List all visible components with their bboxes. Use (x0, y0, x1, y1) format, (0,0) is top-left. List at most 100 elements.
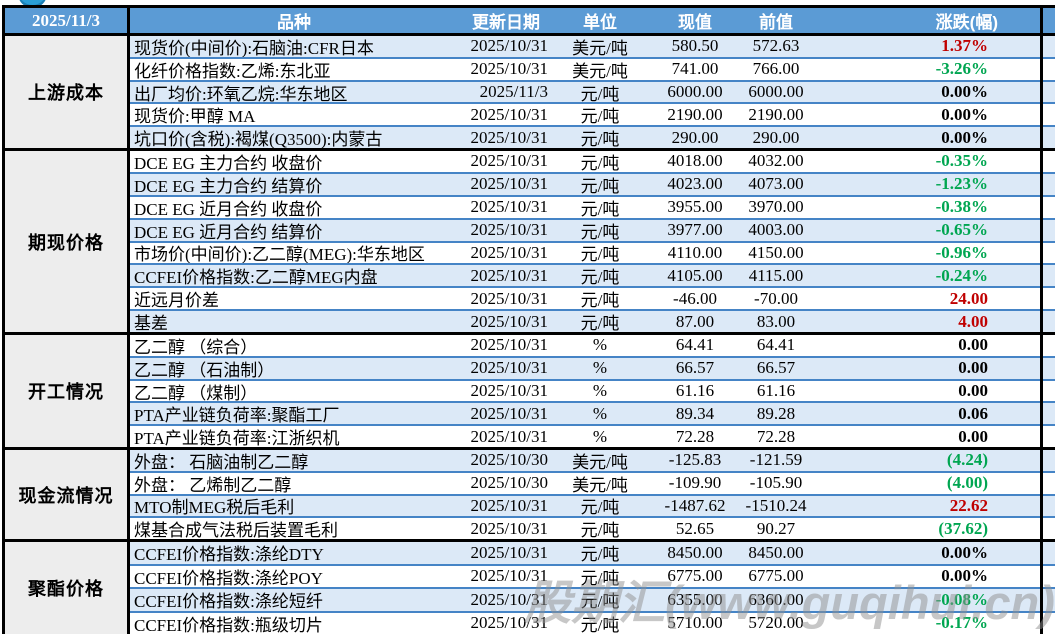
cell-variety: 出厂均价:环氧乙烷:华东地区 (134, 84, 348, 103)
cell-update-date: 2025/10/31 (470, 358, 548, 378)
cell-current-value: 741.00 (671, 59, 719, 79)
cell-change: 0.00% (941, 566, 988, 586)
cell-update-date: 2025/10/31 (470, 403, 548, 423)
cell-previous-value: 4073.00 (748, 174, 804, 194)
table-row: 乙二醇 （煤制） 2025/10/31% 61.16 61.16 0.00 (130, 378, 1055, 402)
cell-change: 0.00 (958, 426, 988, 446)
cell-update-date: 2025/11/3 (479, 81, 548, 101)
cell-change: (4.24) (946, 450, 988, 470)
cell-current-value: 290.00 (671, 127, 719, 147)
cell-update-date: 2025/10/31 (470, 127, 548, 147)
cell-variety: PTA产业链负荷率:江浙织机 (134, 429, 340, 447)
cell-variety: 乙二醇 （石油制） (134, 360, 275, 379)
cell-update-date: 2025/10/30 (470, 450, 548, 470)
cell-update-date: 2025/10/31 (470, 380, 548, 400)
site-logo-icon (18, 0, 47, 8)
report-date-cell: 2025/11/3 (5, 8, 130, 33)
cell-variety: DCE EG 主力合约 收盘价 (134, 153, 323, 172)
cell-variety: 煤基合成气法税后装置毛利 (134, 521, 338, 539)
cell-previous-value: 6775.00 (748, 566, 804, 586)
cell-unit: 元/吨 (580, 245, 620, 264)
table-row: 煤基合成气法税后装置毛利 2025/10/31 元/吨 52.65 90.27 (37.6… (130, 516, 1055, 539)
table-row: 近远月价差 2025/10/31 元/吨 -46.00 -70.00 24.00 (130, 286, 1055, 310)
cell-previous-value: 89.28 (756, 403, 796, 423)
table-row: 基差 2025/10/31 元/吨 87.00 83.00 4.00 (130, 309, 1055, 332)
section-4: 现金流情况 外盘： 石脑油制乙二醇 2025/10/30 美元/吨 -125.83 -12… (5, 447, 1055, 539)
cell-update-date: 2025/10/31 (470, 220, 548, 240)
cell-current-value: 8450.00 (667, 542, 723, 562)
col-header-variety: 品种 (277, 13, 311, 32)
cell-unit: 元/吨 (580, 153, 620, 172)
section-rows: 外盘： 石脑油制乙二醇 2025/10/30 美元/吨 -125.83 -121.59 (… (130, 450, 1055, 539)
table-row: 化纤价格指数:乙烯:东北亚 2025/10/31 美元/吨 741.00 766.00 -… (130, 56, 1055, 80)
cell-change: 0.00 (958, 358, 988, 378)
cell-variety: DCE EG 近月合约 结算价 (134, 222, 323, 241)
cell-previous-value: 61.16 (756, 380, 796, 400)
section-rows: 乙二醇 （综合） 2025/10/31% 64.41 64.41 0.00 乙二醇 （石油… (130, 335, 1055, 447)
section-label-cell: 聚酯价格 (5, 542, 130, 634)
cell-unit: 元/吨 (580, 176, 620, 195)
cell-change: (4.00) (946, 473, 988, 493)
cell-current-value: 6775.00 (667, 566, 723, 586)
cell-change: -0.24% (935, 265, 988, 285)
cell-current-value: 6000.00 (667, 81, 723, 101)
cell-variety: PTA产业链负荷率:聚酯工厂 (134, 406, 340, 425)
section-label: 开工情况 (28, 382, 104, 402)
section-label: 上游成本 (28, 83, 104, 103)
cell-change: -0.35% (935, 151, 988, 171)
cell-current-value: -125.83 (668, 450, 722, 470)
section-label-cell: 上游成本 (5, 36, 130, 148)
cell-current-value: 580.50 (671, 36, 719, 56)
cell-previous-value: 4032.00 (748, 151, 804, 171)
cell-previous-value: 290.00 (752, 127, 800, 147)
col-header-previous-value: 前值 (759, 13, 793, 32)
cell-change: -0.38% (935, 197, 988, 217)
cell-unit: 元/吨 (580, 521, 620, 539)
cell-unit: 元/吨 (580, 568, 620, 587)
cell-unit: % (592, 358, 608, 378)
cell-previous-value: 2190.00 (748, 104, 804, 124)
cell-current-value: 4018.00 (667, 151, 723, 171)
col-header-update-date: 更新日期 (472, 13, 540, 32)
cell-change: 4.00 (958, 311, 988, 331)
cell-unit: 美元/吨 (572, 452, 628, 471)
cell-previous-value: -105.90 (749, 473, 803, 493)
table-row: DCE EG 主力合约 结算价 2025/10/31 元/吨 4023.00 4073.… (130, 171, 1055, 195)
section-1: 上游成本 现货价(中间价):石脑油:CFR日本 2025/10/31 美元/吨 580.… (5, 36, 1055, 148)
cell-previous-value: 4115.00 (748, 265, 804, 285)
table-row: 现货价:甲醇 MA 2025/10/31 元/吨 2190.00 2190.00 0.00… (130, 102, 1055, 126)
cell-variety: 基差 (134, 314, 168, 332)
table-row: CCFEI价格指数:涤纶短纤 2025/10/31 元/吨 6355.00 6360.0… (130, 587, 1055, 611)
cell-current-value: -46.00 (673, 288, 717, 308)
cell-unit: 美元/吨 (572, 61, 628, 80)
cell-variety: CCFEI价格指数:瓶级切片 (134, 615, 323, 634)
cell-update-date: 2025/10/31 (470, 36, 548, 56)
cell-change: 0.00 (958, 335, 988, 355)
cell-current-value: 4110.00 (667, 242, 723, 262)
col-header-change: 涨跌(幅) (935, 13, 998, 32)
cell-change: -0.08% (935, 589, 988, 609)
cell-previous-value: 6000.00 (748, 81, 804, 101)
cell-variety: 市场价(中间价):乙二醇(MEG):华东地区 (134, 245, 425, 264)
cell-change: 0.00% (941, 542, 988, 562)
cell-previous-value: -70.00 (754, 288, 798, 308)
cell-update-date: 2025/10/31 (470, 613, 548, 633)
cell-update-date: 2025/10/31 (470, 104, 548, 124)
table-row: 现货价(中间价):石脑油:CFR日本 2025/10/31 美元/吨 580.50 57… (130, 36, 1055, 57)
table-row: CCFEI价格指数:乙二醇MEG内盘 2025/10/31 元/吨 4105.00 41… (130, 263, 1055, 287)
section-3: 开工情况 乙二醇 （综合） 2025/10/31% 64.41 64.41 0.00 乙二醇… (5, 332, 1055, 447)
cell-variety: 外盘： 乙烯制乙二醇 (134, 475, 292, 494)
cell-change: 24.00 (949, 288, 988, 308)
cell-change: -3.26% (935, 59, 988, 79)
cell-variety: 外盘： 石脑油制乙二醇 (134, 452, 309, 471)
table-row: 外盘： 石脑油制乙二醇 2025/10/30 美元/吨 -125.83 -121.59 (… (130, 450, 1055, 471)
cell-unit: 元/吨 (580, 268, 620, 287)
section-label: 现金流情况 (18, 485, 114, 506)
cell-current-value: 87.00 (675, 311, 715, 331)
table-row: DCE EG 主力合约 收盘价 2025/10/31 元/吨 4018.00 4032.… (130, 151, 1055, 172)
cell-update-date: 2025/10/31 (470, 542, 548, 562)
cell-update-date: 2025/10/31 (470, 495, 548, 515)
table-row: MTO制MEG税后毛利 2025/10/31 元/吨 -1487.62 -1510.24… (130, 493, 1055, 517)
cell-update-date: 2025/10/31 (470, 566, 548, 586)
cell-variety: CCFEI价格指数:涤纶POY (134, 568, 323, 587)
